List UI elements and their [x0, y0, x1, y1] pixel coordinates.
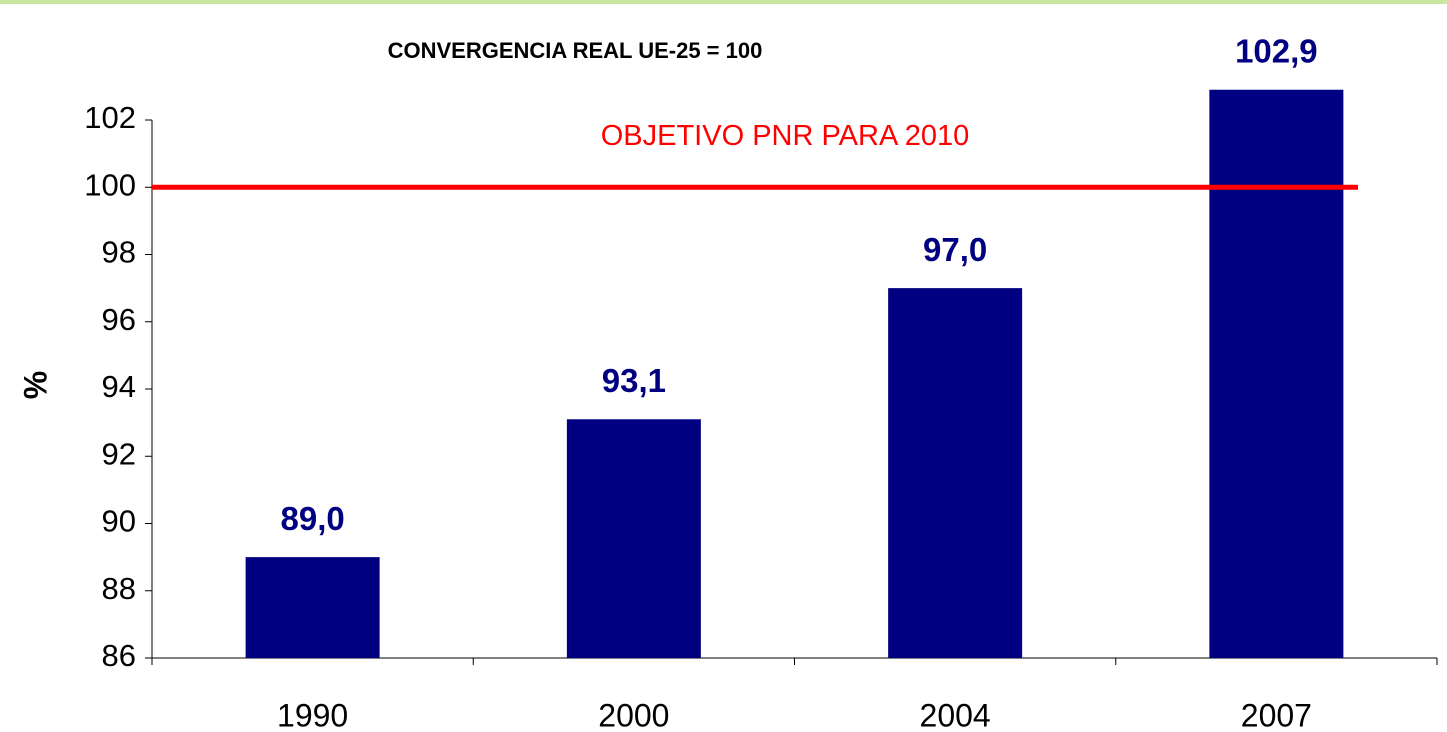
bar [888, 288, 1023, 658]
y-tick-label: 94 [102, 369, 136, 404]
x-tick-label: 2004 [920, 697, 991, 732]
value-label: 97,0 [923, 231, 987, 268]
bar [245, 557, 380, 658]
y-tick-label: 92 [102, 436, 136, 471]
value-label: 89,0 [281, 500, 345, 537]
y-tick-label: 100 [84, 167, 136, 202]
y-tick-label: 86 [102, 638, 136, 673]
value-label: 93,1 [602, 362, 666, 399]
x-tick-label: 1990 [277, 697, 348, 732]
y-tick-label: 102 [84, 100, 136, 135]
value-label: 102,9 [1235, 32, 1318, 69]
y-tick-label: 90 [102, 504, 136, 539]
bar [1209, 89, 1344, 659]
reference-label: OBJETIVO PNR PARA 2010 [601, 120, 970, 152]
x-tick-label: 2000 [598, 697, 669, 732]
y-tick-label: 96 [102, 302, 136, 337]
x-tick-label: 2007 [1241, 697, 1312, 732]
y-tick-label: 98 [102, 235, 136, 270]
y-axis-label: % [17, 371, 53, 399]
y-tick-label: 88 [102, 571, 136, 606]
chart-title: CONVERGENCIA REAL UE-25 = 100 [388, 38, 763, 63]
top-band [0, 0, 1447, 4]
bar [566, 419, 701, 658]
